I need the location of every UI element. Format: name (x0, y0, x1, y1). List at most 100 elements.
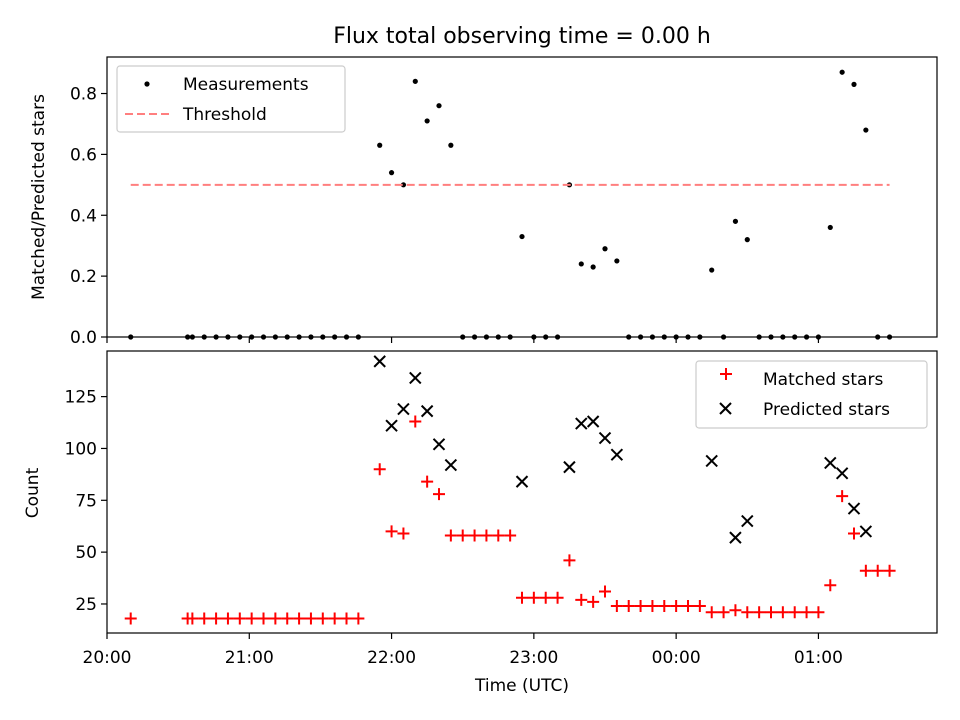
top-y-tick-label: 0.4 (70, 206, 97, 226)
x-tick-label: 21:00 (225, 648, 274, 668)
matched-stars-point (340, 612, 353, 625)
bottom-plot-frame (106, 350, 938, 634)
legend-top-frame (116, 65, 346, 133)
predicted-stars-point (741, 514, 754, 528)
predicted-stars-point (373, 355, 386, 368)
matched-stars-point (599, 585, 611, 598)
predicted-stars-point (859, 525, 873, 538)
matched-stars-point (551, 591, 564, 604)
top-plot-frame (106, 56, 938, 338)
measurements-point (590, 264, 596, 270)
matched-stars-point (456, 529, 469, 542)
bottom-y-tick-label: 75 (75, 491, 97, 511)
matched-stars-point (753, 606, 766, 619)
predicted-stars-point (385, 419, 398, 432)
matched-stars-point (186, 612, 199, 625)
predicted-stars-point (729, 531, 742, 544)
measurements-point (578, 261, 584, 267)
predicted-stars-point (432, 438, 446, 451)
chart-title: Flux total observing time = 0.00 h (333, 24, 711, 49)
predicted-stars-point (420, 404, 434, 418)
x-tick-label: 23:00 (509, 648, 558, 668)
measurements-point (744, 237, 750, 243)
predicted-stars-point (835, 467, 849, 480)
matched-stars-point (776, 606, 789, 619)
matched-stars-point (409, 415, 422, 428)
predicted-stars-point (610, 448, 624, 461)
matched-stars-point (634, 600, 647, 613)
legend-predicted-label: Predicted stars (763, 400, 890, 420)
legend-top: Measurements Threshold (116, 65, 346, 133)
predicted-stars-point (598, 431, 612, 445)
matched-stars-point (316, 612, 329, 625)
bottom-y-axis-label: Count (23, 467, 43, 518)
bottom-y-tick-label: 25 (75, 595, 97, 615)
matched-stars-point (859, 564, 872, 577)
top-y-tick-label: 0.0 (70, 328, 97, 348)
legend-bottom: Matched stars Predicted stars (695, 360, 928, 429)
measurements-point (839, 69, 845, 75)
bottom-panel: 25 50 75 100 125 20:00 21:00 22:00 23:00 00:00 01:… (65, 350, 938, 668)
predicted-stars-point (444, 458, 458, 472)
measurements-point (388, 170, 395, 176)
matched-stars-point (765, 606, 777, 619)
measurements-point (602, 246, 608, 252)
measurements-point (614, 258, 620, 264)
measurements-point (448, 142, 454, 148)
top-y-axis-label: Matched/Predicted stars (29, 94, 49, 300)
matched-stars-point (836, 490, 849, 503)
predicted-stars-point (586, 415, 600, 428)
bottom-y-tick-label: 100 (65, 439, 97, 459)
measurements-point (827, 224, 833, 231)
matched-stars-point (788, 606, 801, 619)
bottom-y-tick-label: 50 (75, 543, 97, 563)
predicted-stars-point (847, 502, 861, 515)
measurements-point (732, 218, 739, 224)
measurements-point (400, 182, 407, 188)
matched-stars-point (468, 529, 481, 542)
matched-stars-point (504, 529, 517, 542)
legend-matched-label: Matched stars (763, 370, 883, 390)
matched-stars-point (198, 612, 211, 625)
top-y-tick-label: 0.8 (70, 85, 97, 105)
matched-stars-point (610, 600, 623, 613)
matched-stars-point (516, 591, 528, 604)
matched-stars-point (670, 600, 683, 613)
predicted-stars-point (705, 454, 718, 468)
matched-stars-point (245, 612, 258, 625)
measurements-point (709, 267, 715, 273)
legend-threshold-label: Threshold (182, 105, 267, 125)
matched-stars-point (848, 527, 860, 540)
matched-stars-point (124, 612, 137, 625)
matched-stars-point (304, 612, 317, 625)
matched-stars-point (824, 579, 837, 592)
matched-stars-point (705, 606, 718, 619)
matched-stars-point (682, 600, 694, 613)
predicted-stars-point (397, 402, 410, 416)
matched-stars-point (693, 600, 706, 613)
matched-stars-point (293, 612, 306, 625)
matched-stars-point (257, 612, 270, 625)
predicted-stars-point (409, 371, 422, 385)
matched-stars-point (233, 612, 246, 625)
x-axis-label: Time (UTC) (474, 676, 569, 696)
matched-stars-point (539, 591, 552, 604)
matched-stars-point (646, 600, 659, 613)
x-tick-label: 20:00 (83, 648, 132, 668)
matched-stars-point (871, 564, 884, 577)
matched-stars-point (397, 527, 410, 540)
predicted-stars-point (563, 460, 576, 474)
predicted-stars-point (824, 456, 837, 470)
measurements-point (519, 233, 525, 240)
matched-stars-point (575, 593, 588, 606)
measurements-point (851, 81, 857, 87)
x-tick-label: 00:00 (652, 648, 701, 668)
measurements-point (424, 118, 430, 124)
matched-stars-point (433, 488, 445, 501)
predicted-stars-point (575, 417, 588, 430)
measurements-point (412, 78, 418, 84)
matched-stars-point (729, 604, 742, 617)
matched-stars-point (421, 475, 434, 488)
matched-stars-point (352, 612, 365, 625)
